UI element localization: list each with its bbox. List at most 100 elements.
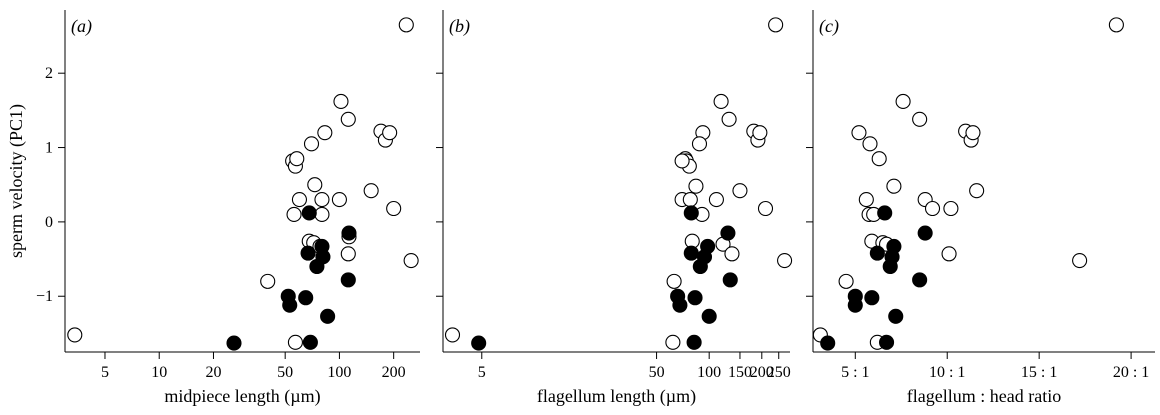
open-data-point — [291, 192, 307, 208]
filled-data-point — [917, 225, 933, 241]
open-data-point — [314, 206, 330, 223]
open-data-point — [838, 273, 854, 289]
x-axis-label: flagellum length (µm) — [537, 386, 696, 407]
panel-label: (c) — [819, 16, 839, 37]
open-data-point — [403, 253, 419, 269]
y-axis-label: sperm velocity (PC1) — [6, 104, 27, 258]
filled-data-point — [340, 272, 356, 288]
open-data-point — [382, 125, 398, 141]
panel-label: (b) — [449, 16, 470, 37]
filled-data-point — [869, 245, 885, 261]
filled-data-point — [864, 290, 880, 306]
open-data-point — [260, 273, 276, 289]
panel-label: (a) — [71, 16, 92, 37]
filled-data-point — [683, 205, 699, 221]
x-tick-label: 5 — [101, 364, 109, 381]
open-data-point — [757, 200, 774, 217]
open-data-point — [886, 178, 902, 194]
open-data-point — [732, 183, 748, 199]
open-data-point — [941, 246, 957, 262]
open-data-point — [858, 192, 874, 208]
filled-data-point — [701, 308, 717, 324]
open-data-point — [943, 200, 959, 217]
x-tick-label: 100 — [697, 364, 721, 381]
filled-data-point — [820, 335, 836, 351]
filled-data-point — [687, 290, 703, 306]
x-tick-label: 100 — [327, 364, 351, 381]
open-data-point — [721, 111, 737, 127]
filled-data-point — [700, 238, 716, 254]
open-data-point — [713, 93, 729, 109]
filled-data-point — [886, 238, 902, 254]
open-data-point — [965, 125, 981, 141]
open-data-point — [307, 177, 323, 193]
x-tick-label: 20 — [205, 364, 221, 381]
open-data-point — [1072, 253, 1088, 269]
open-data-point — [688, 178, 704, 194]
filled-data-point — [686, 334, 702, 350]
open-data-point — [340, 246, 356, 262]
x-tick-label: 250 — [767, 364, 791, 381]
filled-data-point — [888, 308, 904, 324]
x-tick-label: 15 : 1 — [1021, 364, 1057, 381]
open-data-point — [340, 111, 356, 127]
filled-data-point — [301, 205, 317, 221]
open-data-point — [444, 327, 461, 343]
open-data-point — [317, 125, 333, 141]
open-data-point — [708, 192, 724, 208]
open-data-point — [398, 17, 414, 33]
filled-data-point — [722, 272, 738, 288]
open-data-point — [67, 327, 83, 343]
filled-data-point — [683, 245, 699, 261]
filled-data-point — [912, 272, 928, 288]
open-data-point — [303, 136, 320, 152]
filled-data-point — [298, 290, 314, 306]
open-data-point — [289, 151, 305, 167]
open-data-point — [969, 183, 985, 199]
filled-data-point — [300, 245, 316, 261]
filled-data-point — [226, 335, 242, 351]
x-tick-label: 200 — [750, 364, 774, 381]
filled-data-point — [282, 297, 298, 313]
open-data-point — [768, 17, 784, 33]
filled-data-point — [877, 205, 893, 221]
x-tick-label: 150 — [728, 364, 752, 381]
x-tick-label: 10 : 1 — [929, 364, 965, 381]
open-data-point — [851, 125, 867, 141]
y-tick-label: −1 — [36, 288, 53, 305]
open-data-point — [724, 246, 740, 262]
open-data-point — [1108, 17, 1124, 33]
filled-data-point — [341, 225, 357, 241]
open-data-point — [895, 93, 911, 109]
x-tick-label: 5 — [478, 364, 486, 381]
y-tick-label: 2 — [45, 65, 53, 82]
x-tick-label: 200 — [382, 364, 406, 381]
open-data-point — [286, 206, 302, 223]
open-data-point — [363, 183, 379, 199]
filled-data-point — [847, 297, 863, 313]
x-tick-label: 50 — [277, 364, 293, 381]
open-data-point — [314, 192, 330, 208]
x-tick-label: 10 — [151, 364, 167, 381]
x-tick-label: 5 : 1 — [841, 364, 869, 381]
open-data-point — [287, 334, 303, 350]
x-axis-label: midpiece length (µm) — [164, 386, 320, 407]
filled-data-point — [315, 249, 331, 265]
filled-data-point — [302, 334, 318, 350]
filled-data-point — [720, 225, 736, 241]
open-data-point — [871, 151, 887, 167]
open-data-point — [331, 192, 347, 208]
open-data-point — [924, 200, 941, 217]
filled-data-point — [878, 334, 895, 350]
open-data-point — [386, 200, 402, 217]
open-data-point — [682, 192, 698, 208]
filled-data-point — [672, 297, 688, 313]
open-data-point — [674, 153, 690, 169]
open-data-point — [777, 253, 793, 269]
open-data-point — [752, 125, 768, 141]
x-tick-label: 50 — [649, 364, 665, 381]
open-data-point — [333, 93, 349, 109]
open-data-point — [666, 273, 682, 289]
